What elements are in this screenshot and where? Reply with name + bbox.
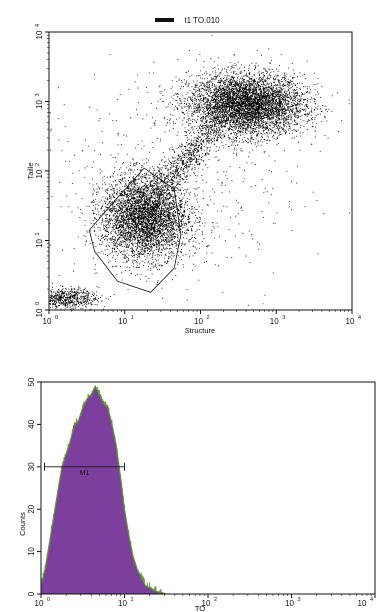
scatter-xlabel: Structure [185, 326, 215, 335]
scatter-panel: t1 TO.010 10 0 10 1 10 2 10 3 10 4 10010110210310… [26, 16, 361, 335]
y-tick-label: 40 [27, 419, 36, 428]
x-tick-label: 10 [346, 317, 355, 326]
y-tick-label: 10 [27, 547, 36, 556]
y-tick-label: 20 [27, 504, 36, 513]
scatter-title: t1 TO.010 [184, 16, 220, 25]
x-tick-exponent: 4 [370, 597, 373, 603]
y-tick-label: 10 [35, 100, 44, 109]
x-tick-exponent: 0 [55, 315, 58, 321]
y-tick-exponent: 2 [35, 163, 41, 166]
x-tick-label: 10 [202, 599, 211, 608]
x-tick-exponent: 1 [131, 597, 134, 603]
x-tick-label: 10 [118, 317, 127, 326]
histogram-xlabel: TO [195, 604, 205, 612]
y-tick-exponent: 1 [35, 232, 41, 235]
scatter-point-cloud [49, 285, 111, 311]
y-tick-label: 30 [27, 462, 36, 471]
x-tick-label: 10 [35, 599, 44, 608]
y-tick-label: 10 [35, 239, 44, 248]
histogram-fill [41, 386, 167, 594]
scatter-ylabel: Taille [26, 162, 35, 179]
x-tick-label: 10 [270, 317, 279, 326]
scatter-points [49, 35, 351, 311]
scatter-cluster [49, 285, 111, 311]
x-tick-exponent: 2 [214, 597, 217, 603]
x-tick-exponent: 3 [282, 315, 285, 321]
scatter-cluster [72, 127, 236, 283]
x-tick-exponent: 3 [298, 597, 301, 603]
title-swatch [155, 18, 174, 22]
y-tick-label: 10 [35, 169, 44, 178]
histogram-y-ticks: 0 10 20 30 40 50 [27, 377, 41, 596]
histogram-ylabel: Counts [18, 512, 27, 536]
x-tick-label: 10 [43, 317, 52, 326]
histogram-marker-m1: M1 [44, 462, 125, 477]
histogram-x-ticks: 10 0 10 1 10 2 10 3 10 4 [35, 594, 376, 608]
scatter-x-ticks: 10 0 10 1 10 2 10 3 10 4 [43, 310, 361, 326]
scatter-plot-frame [48, 31, 353, 311]
x-tick-label: 10 [285, 599, 294, 608]
scatter-point-cloud [137, 49, 351, 168]
x-tick-exponent: 2 [207, 315, 210, 321]
x-tick-exponent: 1 [131, 315, 134, 321]
y-tick-exponent: 4 [35, 24, 41, 27]
x-tick-exponent: 4 [358, 315, 361, 321]
scatter-y-ticks: 10 0 10 1 10 2 10 3 10 4 [35, 24, 49, 317]
scatter-point-cloud [72, 127, 236, 283]
scatter-point-cloud [49, 35, 350, 311]
scatter-cluster [49, 35, 350, 311]
y-tick-exponent: 0 [35, 302, 41, 305]
x-tick-label: 10 [194, 317, 203, 326]
y-tick-label: 10 [35, 308, 44, 317]
y-tick-label: 0 [27, 591, 36, 596]
y-tick-exponent: 3 [35, 93, 41, 96]
y-tick-label: 10 [35, 30, 44, 39]
gate-polygon [88, 167, 182, 293]
histogram-body [40, 384, 167, 595]
x-tick-label: 10 [118, 599, 127, 608]
y-tick-label: 50 [27, 377, 36, 386]
scatter-cluster [137, 49, 351, 168]
marker-label: M1 [80, 470, 90, 477]
x-tick-label: 10 [358, 599, 367, 608]
x-tick-exponent: 0 [47, 597, 50, 603]
